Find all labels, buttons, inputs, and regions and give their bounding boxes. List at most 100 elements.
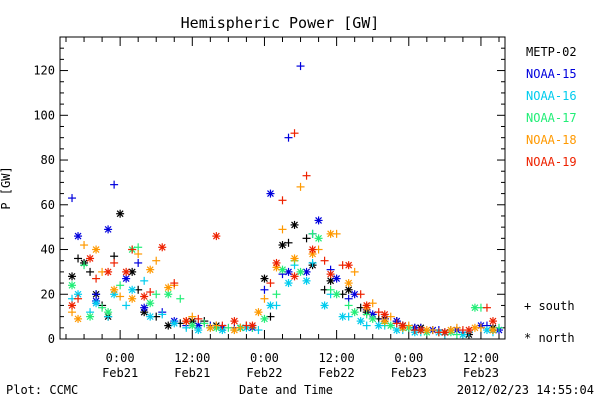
north-point <box>92 245 101 254</box>
footer-left: Plot: CCMC <box>6 383 78 397</box>
legend-entry: NOAA-18 <box>526 133 577 147</box>
north-point <box>128 294 137 303</box>
north-point <box>386 321 395 330</box>
y-tick-label: 120 <box>33 64 55 78</box>
x-tick-date-label: Feb21 <box>102 366 138 380</box>
south-point <box>302 171 311 180</box>
north-point <box>74 290 83 299</box>
north-point <box>488 317 497 326</box>
south-point <box>302 234 311 243</box>
south-point <box>74 294 83 303</box>
north-point <box>194 326 203 335</box>
north-point <box>182 317 191 326</box>
north-point <box>272 258 281 267</box>
north-point <box>212 232 221 241</box>
south-point <box>260 285 269 294</box>
north-point <box>338 312 347 321</box>
north-point <box>146 265 155 274</box>
south-point <box>254 326 263 335</box>
south-point <box>452 330 461 339</box>
y-tick-label: 20 <box>41 287 55 301</box>
north-point <box>266 301 275 310</box>
south-point <box>74 254 83 263</box>
south-point <box>344 294 353 303</box>
x-tick-date-label: Feb21 <box>174 366 210 380</box>
south-point <box>272 290 281 299</box>
north-point <box>230 317 239 326</box>
south-point <box>98 303 107 312</box>
south-point <box>320 256 329 265</box>
x-tick-time-label: 0:00 <box>106 351 135 365</box>
y-tick-label: 40 <box>41 243 55 257</box>
north-point <box>314 234 323 243</box>
south-point <box>278 196 287 205</box>
north-point <box>344 285 353 294</box>
x-tick-date-label: Feb22 <box>246 366 282 380</box>
x-tick-time-label: 0:00 <box>394 351 423 365</box>
legend-entry: METP-02 <box>526 45 577 59</box>
legend-entry: NOAA-17 <box>526 111 577 125</box>
south-point <box>134 249 143 258</box>
north-point <box>368 314 377 323</box>
north-point <box>92 299 101 308</box>
legend-entry: NOAA-16 <box>526 89 577 103</box>
south-point <box>152 256 161 265</box>
north-point <box>470 323 479 332</box>
south-point <box>188 312 197 321</box>
south-point <box>170 279 179 288</box>
south-point <box>218 321 227 330</box>
north-point <box>464 326 473 335</box>
south-point <box>266 312 275 321</box>
north-point <box>416 326 425 335</box>
marker-legend-entry: * north <box>524 331 575 345</box>
north-point <box>86 254 95 263</box>
footer-right: 2012/02/23 14:55:04 <box>457 383 594 397</box>
south-point <box>296 182 305 191</box>
north-point <box>122 274 131 283</box>
x-tick-time-label: 12:00 <box>319 351 355 365</box>
north-point <box>362 301 371 310</box>
north-point <box>290 220 299 229</box>
south-point <box>284 133 293 142</box>
x-axis: 0:00Feb2112:00Feb210:00Feb2212:00Feb220:… <box>65 37 500 380</box>
north-point <box>158 243 167 252</box>
north-point <box>128 285 137 294</box>
north-point <box>470 303 479 312</box>
north-point <box>164 283 173 292</box>
north-point <box>278 241 287 250</box>
south-point <box>92 290 101 299</box>
north-point <box>302 267 311 276</box>
north-point <box>284 279 293 288</box>
chart-title: Hemispheric Power [GW] <box>181 14 380 32</box>
south-point <box>278 225 287 234</box>
south-point <box>284 238 293 247</box>
y-tick-label: 0 <box>48 332 55 346</box>
south-point <box>296 62 305 71</box>
north-point <box>164 290 173 299</box>
south-point <box>68 308 77 317</box>
south-point <box>110 258 119 267</box>
marker-legend: + south * north <box>524 299 575 345</box>
north-point <box>104 308 113 317</box>
south-point <box>92 274 101 283</box>
south-point <box>362 321 371 330</box>
south-point <box>260 294 269 303</box>
south-point <box>236 323 245 332</box>
north-point <box>140 303 149 312</box>
south-point <box>116 281 125 290</box>
y-tick-label: 100 <box>33 108 55 122</box>
south-point <box>290 129 299 138</box>
south-point <box>152 290 161 299</box>
north-point <box>350 308 359 317</box>
south-point <box>482 303 491 312</box>
north-point <box>140 292 149 301</box>
x-tick-time-label: 0:00 <box>250 351 279 365</box>
south-point <box>362 310 371 319</box>
south-point <box>80 261 89 270</box>
north-point <box>68 281 77 290</box>
north-point <box>332 274 341 283</box>
north-point <box>230 326 239 335</box>
south-point <box>134 258 143 267</box>
north-point <box>374 321 383 330</box>
north-point <box>74 232 83 241</box>
